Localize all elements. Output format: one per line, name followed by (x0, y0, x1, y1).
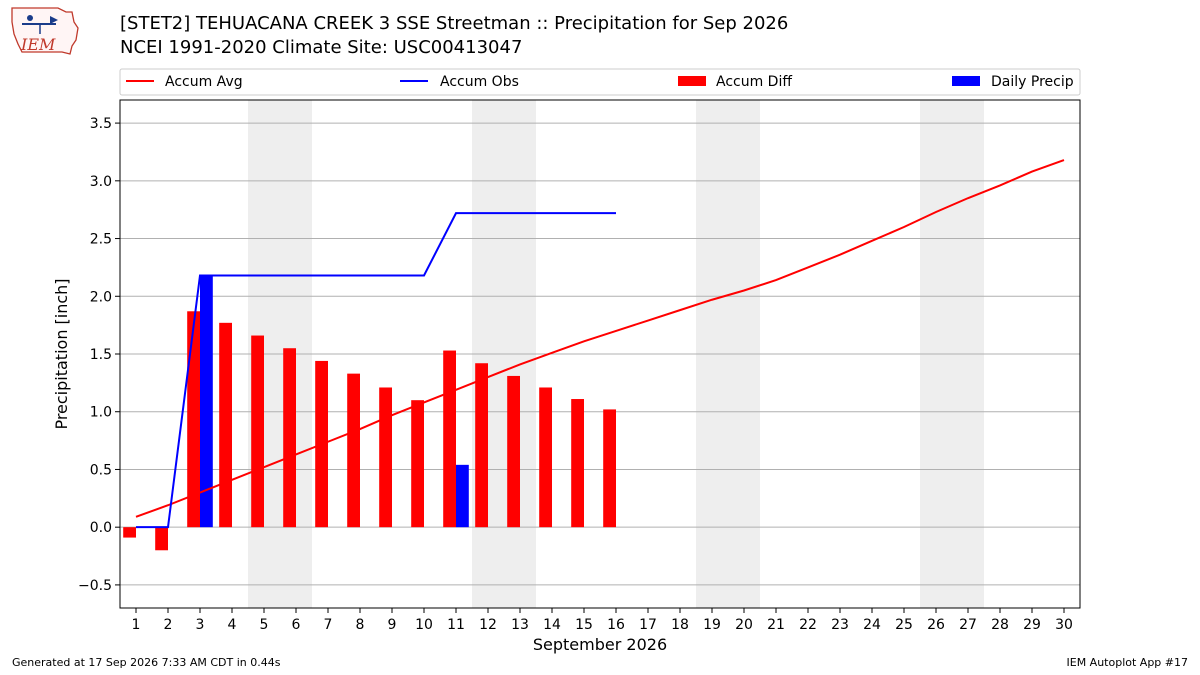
daily-precip-bar (456, 464, 469, 528)
accum-diff-bar (379, 387, 392, 528)
x-tick-label: 18 (671, 617, 689, 633)
x-tick-label: 2 (164, 617, 173, 633)
grid-lines (120, 122, 1080, 586)
legend-label-daily-precip: Daily Precip (991, 74, 1074, 90)
accum-diff-bar (251, 335, 264, 528)
x-tick-label: 24 (863, 617, 881, 633)
accum-diff-bar (539, 387, 552, 528)
y-tick-label: 1.0 (90, 405, 112, 421)
legend-label-accum-avg: Accum Avg (165, 74, 243, 90)
x-tick-label: 13 (511, 617, 529, 633)
accum-diff-bar (219, 322, 232, 528)
app-id: IEM Autoplot App #17 (1066, 656, 1189, 669)
x-tick-label: 8 (356, 617, 365, 633)
legend: Accum Avg Accum Obs Accum Diff Daily Pre… (119, 68, 1081, 96)
accum-diff-bar (123, 527, 136, 538)
y-tick-label: 3.5 (90, 116, 112, 132)
accum-diff-bar (475, 363, 488, 528)
x-tick-label: 23 (831, 617, 849, 633)
legend-swatch-daily-precip (952, 76, 980, 86)
x-tick-label: 25 (895, 617, 913, 633)
x-tick-label: 19 (703, 617, 721, 633)
y-tick-label: 2.0 (90, 289, 112, 305)
y-tick-label: 0.0 (90, 520, 112, 536)
x-axis: 1 2 3 4 5 6 7 8 9 10 11 12 13 14 15 16 17 18 19 20 21 22 23 24 2… (132, 608, 1073, 633)
chart-title: [STET2] TEHUACANA CREEK 3 SSE Streetman … (120, 13, 789, 34)
x-axis-label: September 2026 (533, 635, 667, 654)
x-tick-label: 15 (575, 617, 593, 633)
x-tick-label: 14 (543, 617, 561, 633)
x-tick-label: 6 (292, 617, 301, 633)
y-axis: −0.5 0.0 0.5 1.0 1.5 2.0 2.5 3.0 3.5 (78, 116, 120, 594)
iem-logo: IEM (11, 7, 79, 55)
x-tick-label: 16 (607, 617, 625, 633)
x-tick-label: 28 (991, 617, 1009, 633)
accum-diff-bar (443, 350, 456, 528)
y-tick-label: 0.5 (90, 462, 112, 478)
accum-diff-bar (347, 373, 360, 528)
legend-label-accum-diff: Accum Diff (716, 74, 792, 90)
x-tick-label: 12 (479, 617, 497, 633)
bar-series (123, 275, 616, 551)
x-tick-label: 27 (959, 617, 977, 633)
x-tick-label: 4 (228, 617, 237, 633)
x-tick-label: 5 (260, 617, 269, 633)
y-tick-label: 1.5 (90, 347, 112, 363)
x-tick-label: 3 (196, 617, 205, 633)
x-tick-label: 10 (415, 617, 433, 633)
x-tick-label: 22 (799, 617, 817, 633)
x-tick-label: 30 (1055, 617, 1073, 633)
chart-subtitle: NCEI 1991-2020 Climate Site: USC00413047 (120, 37, 523, 58)
x-tick-label: 1 (132, 617, 141, 633)
accum-diff-bar (283, 348, 296, 528)
legend-label-accum-obs: Accum Obs (440, 74, 519, 90)
x-tick-label: 7 (324, 617, 333, 633)
daily-precip-bar (200, 275, 213, 528)
y-tick-label: 2.5 (90, 232, 112, 248)
accum-avg-line (135, 159, 1065, 518)
x-tick-label: 20 (735, 617, 753, 633)
line-series (135, 159, 1065, 529)
x-tick-label: 26 (927, 617, 945, 633)
y-tick-label: 3.0 (90, 174, 112, 190)
x-tick-label: 11 (447, 617, 465, 633)
logo-text: IEM (20, 35, 56, 54)
x-tick-label: 21 (767, 617, 785, 633)
legend-swatch-accum-diff (678, 76, 706, 86)
accum-diff-bar (411, 400, 424, 528)
x-tick-label: 9 (388, 617, 397, 633)
accum-obs-line (136, 212, 616, 529)
x-tick-label: 29 (1023, 617, 1041, 633)
y-axis-label: Precipitation [inch] (52, 278, 71, 429)
y-tick-label: −0.5 (78, 578, 112, 594)
accum-diff-bar (187, 311, 200, 528)
x-tick-label: 17 (639, 617, 657, 633)
accum-diff-bar (155, 527, 168, 551)
accum-diff-bar (507, 375, 520, 528)
accum-diff-bar (603, 409, 616, 528)
generated-timestamp: Generated at 17 Sep 2026 7:33 AM CDT in … (12, 656, 281, 669)
accum-diff-bar (571, 399, 584, 528)
